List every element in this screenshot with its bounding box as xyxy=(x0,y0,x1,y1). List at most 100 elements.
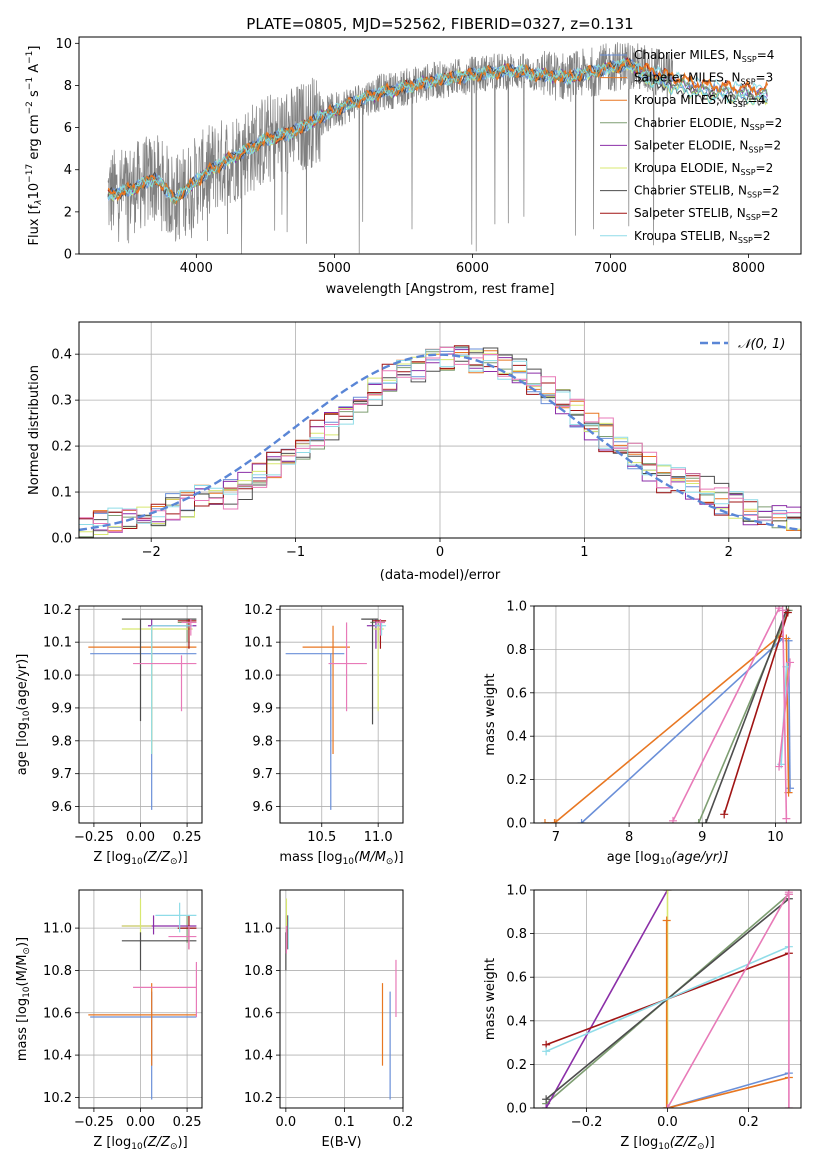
x-tick-label: −0.25 xyxy=(74,1115,114,1130)
weight-line xyxy=(672,607,780,822)
weight-marker xyxy=(786,658,795,667)
y-tick-label: 0.4 xyxy=(506,730,527,745)
panel-weight-vs-Z: −0.2 0.0 0.2 0.0 0.2 0.4 0.6 0.8 1.0 Z [log10(Z/Z… xyxy=(483,884,802,1152)
plot-area xyxy=(542,890,793,1108)
y-tick-label: 1.0 xyxy=(506,600,527,615)
x-tick-label: 0.1 xyxy=(334,1115,355,1130)
y-tick-label: 10.2 xyxy=(244,1091,273,1106)
weight-marker xyxy=(663,890,672,894)
y-tick-label: 0.1 xyxy=(51,486,72,501)
y-axis-label: mass weight xyxy=(483,958,498,1040)
legend-entry: Chabrier MILES, NSSP=4 xyxy=(634,48,774,64)
panel-age-vs-mass: 10.5 11.0 9.6 9.7 9.8 9.9 10.0 10.1 10.2 mass [lo… xyxy=(244,603,404,867)
y-tick-label: 10.2 xyxy=(43,1091,72,1106)
y-tick-label: 10.2 xyxy=(43,603,72,618)
weight-marker xyxy=(550,819,559,823)
y-axis-label: mass [log10(M/M⊙)] xyxy=(15,937,32,1061)
x-tick-label: 10 xyxy=(767,830,784,845)
x-tick-label: 7000 xyxy=(594,261,627,276)
y-tick-label: 0.8 xyxy=(506,927,527,942)
model-spectrum xyxy=(107,57,768,202)
x-axis-label: mass [log10(M/M⊙)] xyxy=(279,850,403,867)
weight-marker xyxy=(542,1095,551,1104)
y-axis-label: age [log10(age/yr)] xyxy=(15,654,32,776)
x-axis-label: Z [log10(Z/Z⊙)] xyxy=(93,1135,187,1152)
y-tick-label: 0 xyxy=(64,248,72,263)
weight-marker xyxy=(551,819,560,823)
y-tick-label: 9.6 xyxy=(51,800,72,815)
weight-marker xyxy=(542,1104,551,1108)
weight-marker xyxy=(668,816,677,823)
y-tick-label: 0.3 xyxy=(51,394,72,409)
y-axis-label: Normed distribution xyxy=(27,365,42,495)
weight-marker xyxy=(783,608,792,617)
weight-marker xyxy=(662,1104,671,1108)
legend-entry: 𝒩(0, 1) xyxy=(738,337,785,352)
figure-title: PLATE=0805, MJD=52562, FIBERID=0327, z=0… xyxy=(246,15,633,33)
x-tick-label: −0.2 xyxy=(571,1115,603,1130)
y-tick-label: 10.1 xyxy=(43,636,72,651)
y-tick-label: 10.1 xyxy=(244,636,273,651)
y-tick-label: 10.4 xyxy=(43,1049,72,1064)
y-tick-label: 0.2 xyxy=(51,440,72,455)
plot-area xyxy=(88,898,198,1100)
residual-histogram xyxy=(79,346,801,533)
weight-marker xyxy=(784,890,793,899)
weight-marker xyxy=(662,916,671,925)
y-tick-label: 10.8 xyxy=(43,964,72,979)
x-axis-label: E(B-V) xyxy=(321,1135,361,1150)
weight-line xyxy=(667,1076,790,1108)
y-tick-label: 10.2 xyxy=(244,603,273,618)
x-tick-label: 6000 xyxy=(456,261,489,276)
x-tick-label: 9 xyxy=(698,830,706,845)
axes-frame xyxy=(78,36,802,255)
weight-marker xyxy=(778,606,787,615)
weight-marker xyxy=(784,1104,793,1108)
y-tick-label: 11.0 xyxy=(244,922,273,937)
x-tick-label: 0.2 xyxy=(393,1115,414,1130)
weight-marker xyxy=(775,762,784,771)
y-tick-label: 10.6 xyxy=(244,1006,273,1021)
plot-area xyxy=(285,898,397,1100)
y-tick-label: 11.0 xyxy=(43,922,72,937)
y-tick-label: 8 xyxy=(64,79,72,94)
x-tick-label: 11.0 xyxy=(364,830,393,845)
x-tick-label: 10.5 xyxy=(307,830,336,845)
axes-frame xyxy=(78,889,203,1109)
y-tick-label: 0.2 xyxy=(506,773,527,788)
panel-mass-vs-ebv: 0.0 0.1 0.2 10.2 10.4 10.6 10.8 11.0 E(B-V) xyxy=(244,889,414,1150)
x-tick-label: 0.00 xyxy=(126,830,155,845)
weight-marker xyxy=(663,1104,672,1108)
weight-line xyxy=(781,610,788,819)
x-tick-label: 8000 xyxy=(732,261,765,276)
y-tick-label: 0.6 xyxy=(506,971,527,986)
weight-marker xyxy=(701,819,710,823)
x-axis-label: Z [log10(Z/Z⊙)] xyxy=(93,850,187,867)
weight-marker xyxy=(694,819,703,823)
y-tick-label: 9.6 xyxy=(252,800,273,815)
y-tick-label: 1.0 xyxy=(506,884,527,899)
y-tick-label: 9.7 xyxy=(252,767,273,782)
panel-age-vs-Z: −0.25 0.00 0.25 9.6 9.7 9.8 9.9 10.0 10.1 10.2 Z [… xyxy=(15,603,203,867)
y-tick-label: 10.0 xyxy=(244,669,273,684)
weight-line xyxy=(545,890,669,1108)
normal-curve xyxy=(79,353,799,532)
x-tick-label: 0.25 xyxy=(173,830,202,845)
x-tick-label: 2 xyxy=(725,545,733,560)
x-tick-label: 5000 xyxy=(318,261,351,276)
x-tick-label: 0 xyxy=(436,545,444,560)
x-tick-label: 4000 xyxy=(180,261,213,276)
axes-frame xyxy=(78,605,203,824)
plot-area xyxy=(79,345,801,538)
plot-area xyxy=(88,618,197,810)
panel-spectrum: 4000 5000 6000 7000 8000 0 2 4 6 8 10 Chabrier MILE… xyxy=(25,36,802,297)
x-tick-label: 1 xyxy=(580,545,588,560)
weight-line xyxy=(666,891,790,1108)
weight-line xyxy=(723,612,789,815)
weight-line xyxy=(553,635,780,823)
y-tick-label: 10.4 xyxy=(244,1049,273,1064)
axes-frame xyxy=(533,889,802,1109)
panel-weight-vs-age: 7 8 9 10 0.0 0.2 0.4 0.6 0.8 1.0 age [log10(age/yr… xyxy=(483,600,802,867)
legend-entry: Salpeter ELODIE, NSSP=2 xyxy=(634,138,781,154)
